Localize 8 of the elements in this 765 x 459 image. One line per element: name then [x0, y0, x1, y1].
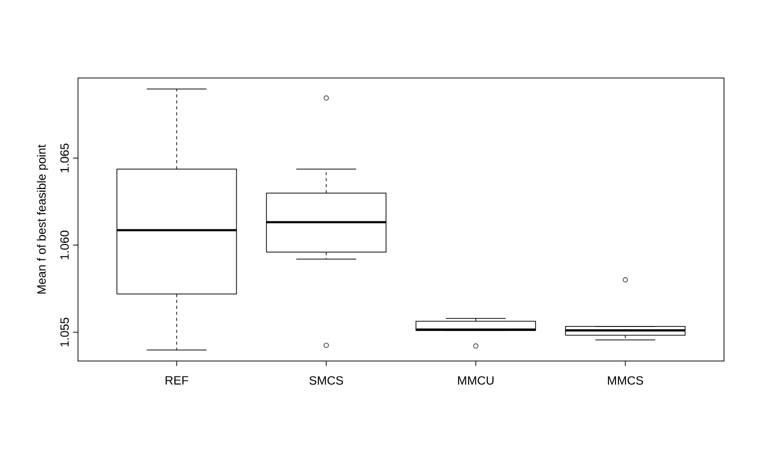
y-tick-label: 1.065	[60, 144, 69, 172]
x-tick-label: SMCS	[309, 376, 344, 385]
y-tick-label: 1.055	[60, 318, 69, 346]
y-axis-title: Mean f of best feasible point	[36, 144, 48, 294]
x-tick-label: MMCU	[458, 376, 494, 385]
y-tick-label: 1.060	[60, 230, 69, 260]
x-tick-label: REF	[166, 376, 188, 384]
x-tick-label: MMCS	[608, 376, 644, 385]
